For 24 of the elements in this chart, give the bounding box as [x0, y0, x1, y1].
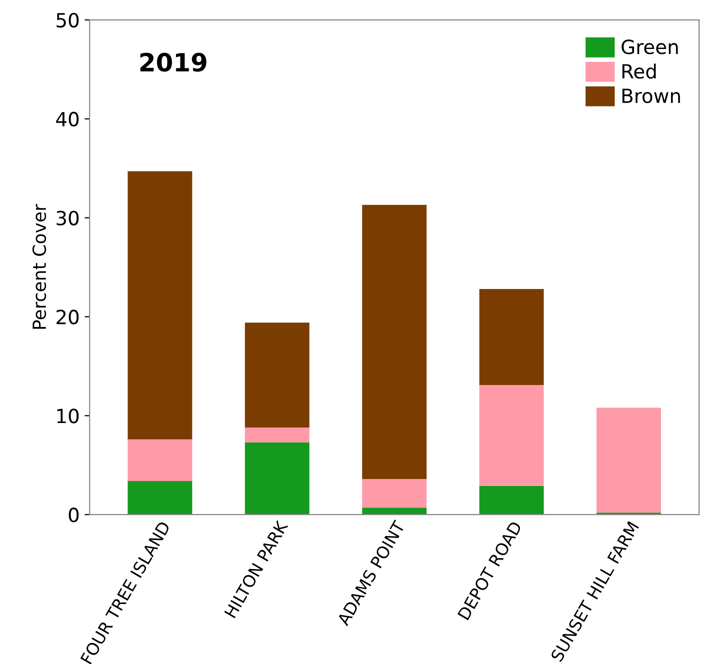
bar — [479, 384, 544, 486]
legend-label: Green — [622, 40, 678, 54]
bar — [128, 439, 192, 481]
y-tick-label: 0 — [68, 508, 79, 522]
y-tick-label: 10 — [57, 408, 79, 424]
y-tick-label: 20 — [56, 310, 79, 324]
bar — [244, 442, 310, 515]
bar — [128, 171, 192, 440]
bar — [362, 508, 427, 515]
legend-label: Red — [622, 64, 656, 79]
bar — [244, 322, 310, 428]
bar — [596, 408, 661, 513]
bar — [362, 478, 427, 508]
y-tick-label: 30 — [56, 210, 79, 226]
bar — [362, 204, 427, 479]
bar — [479, 486, 544, 515]
legend-label: Brown — [622, 88, 680, 104]
bar — [244, 428, 310, 442]
bar — [128, 480, 192, 515]
text: 2019 — [140, 52, 206, 72]
y-tick-label: 40 — [56, 112, 79, 127]
bar — [479, 289, 544, 385]
y-tick-label: 50 — [56, 12, 79, 28]
y-axis-title: Percent Cover — [32, 204, 46, 329]
